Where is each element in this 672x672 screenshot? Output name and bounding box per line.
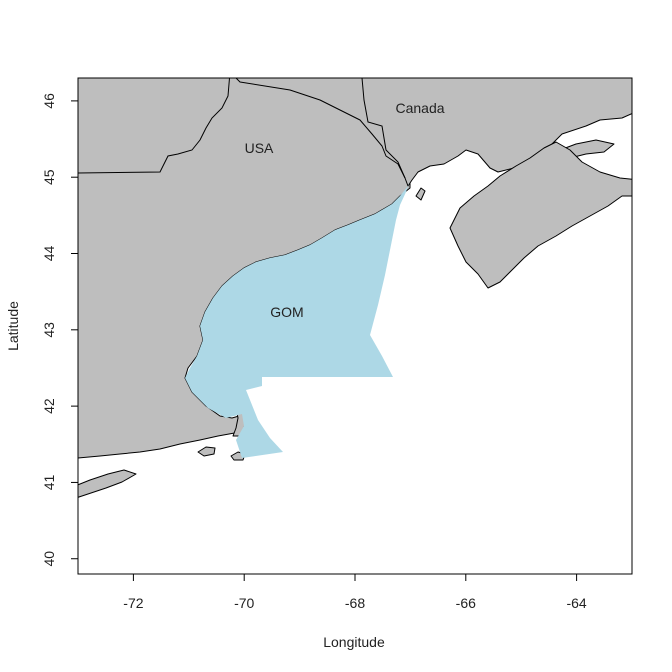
label-canada: Canada bbox=[395, 100, 444, 116]
long-island bbox=[78, 469, 137, 498]
y-tick-label: 45 bbox=[41, 169, 57, 185]
y-tick-label: 46 bbox=[41, 93, 57, 109]
x-axis-title: Longitude bbox=[323, 634, 385, 650]
x-axis: -72 -70 -68 -66 -64 bbox=[123, 574, 587, 611]
x-tick-label: -70 bbox=[234, 595, 254, 611]
x-tick-label: -64 bbox=[566, 595, 586, 611]
maine-nb-border bbox=[361, 78, 406, 179]
gulf-of-maine-region bbox=[185, 178, 411, 458]
us-canada-border bbox=[78, 78, 231, 174]
map-panel bbox=[78, 78, 632, 498]
x-tick-label: -72 bbox=[123, 595, 143, 611]
marthas-vineyard bbox=[197, 446, 216, 457]
y-tick-label: 40 bbox=[41, 551, 57, 567]
nova-scotia bbox=[449, 141, 632, 289]
label-gom: GOM bbox=[270, 304, 303, 320]
label-usa: USA bbox=[245, 140, 274, 156]
y-tick-label: 43 bbox=[41, 322, 57, 338]
y-tick-label: 42 bbox=[41, 398, 57, 414]
grand-manan-island bbox=[415, 187, 426, 201]
x-tick-label: -66 bbox=[456, 595, 476, 611]
y-tick-label: 41 bbox=[41, 474, 57, 490]
y-axis-title: Latitude bbox=[5, 301, 21, 351]
x-tick-label: -68 bbox=[345, 595, 365, 611]
y-tick-label: 44 bbox=[41, 246, 57, 262]
y-axis: 40 41 42 43 44 45 46 bbox=[41, 93, 78, 567]
